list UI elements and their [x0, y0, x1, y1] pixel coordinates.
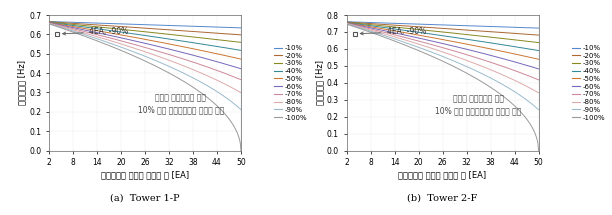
Y-axis label: 고유진동수 [Hz]: 고유진동수 [Hz] [315, 60, 324, 105]
Text: 4EA, -90%: 4EA, -90% [62, 27, 128, 36]
Text: 초기의 고유진동수 대비
10% 이상 고유진동수가 감소한 영역: 초기의 고유진동수 대비 10% 이상 고유진동수가 감소한 영역 [138, 94, 224, 114]
Legend: -10%, -20%, -30%, -40%, -50%, -60%, -70%, -80%, -90%, -100%: -10%, -20%, -30%, -40%, -50%, -60%, -70%… [271, 42, 310, 123]
Legend: -10%, -20%, -30%, -40%, -50%, -60%, -70%, -80%, -90%, -100%: -10%, -20%, -30%, -40%, -50%, -60%, -70%… [569, 42, 608, 123]
X-axis label: 지반강성이 저감된 기초의 수 [EA]: 지반강성이 저감된 기초의 수 [EA] [101, 170, 189, 179]
Text: 4EA, -90%: 4EA, -90% [360, 28, 426, 37]
Y-axis label: 고유진동수 [Hz]: 고유진동수 [Hz] [17, 60, 26, 105]
Text: (a)  Tower 1-P: (a) Tower 1-P [110, 194, 180, 203]
X-axis label: 지반강성이 저감된 기초의 수 [EA]: 지반강성이 저감된 기초의 수 [EA] [398, 170, 487, 179]
Text: (b)  Tower 2-F: (b) Tower 2-F [408, 194, 478, 203]
Text: 초기의 고유진동수 대비
10% 이상 고유진동수가 감소한 영역: 초기의 고유진동수 대비 10% 이상 고유진동수가 감소한 영역 [435, 94, 522, 115]
